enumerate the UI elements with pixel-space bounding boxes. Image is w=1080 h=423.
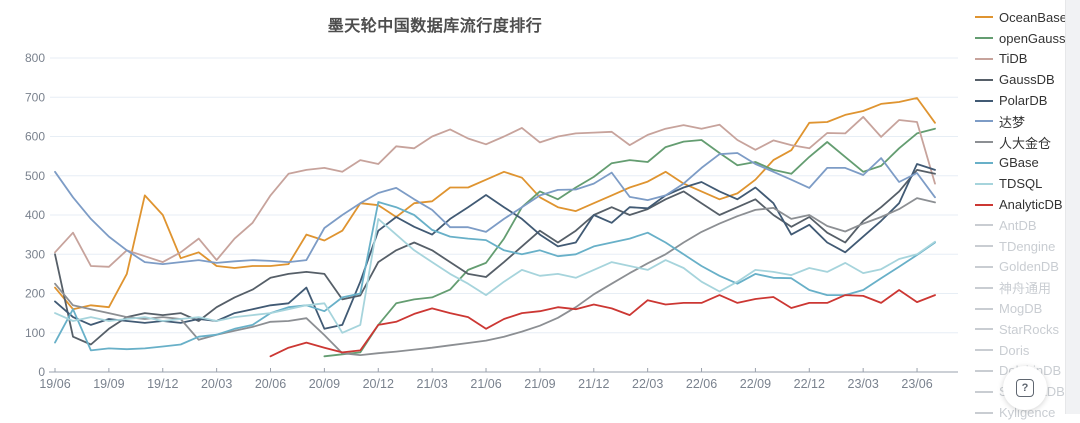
- legend-marker-达梦: [975, 120, 993, 123]
- x-axis-label-20/09: 20/09: [309, 377, 340, 391]
- chart-legend: OceanBase openGauss TiDB GaussDB PolarDB 达梦人大…: [975, 7, 1067, 423]
- legend-item-openGauss[interactable]: openGauss: [975, 28, 1067, 49]
- legend-item-OceanBase[interactable]: OceanBase: [975, 7, 1067, 28]
- legend-label: GBase: [999, 155, 1039, 171]
- x-axis-label-21/09: 21/09: [524, 377, 555, 391]
- legend-label: TDengine: [999, 238, 1056, 254]
- x-axis-label-20/06: 20/06: [255, 377, 286, 391]
- help-button[interactable]: ?: [1003, 366, 1047, 410]
- series-line-openGauss: [323, 127, 936, 358]
- legend-label: MogDB: [999, 301, 1043, 317]
- y-axis-label-800: 800: [25, 51, 45, 65]
- legend-item-GaussDB[interactable]: GaussDB: [975, 69, 1067, 90]
- page-scrollbar[interactable]: [1065, 0, 1080, 414]
- legend-item-StarRocks[interactable]: StarRocks: [975, 319, 1067, 340]
- series-line-TDSQL: [54, 218, 936, 334]
- legend-item-TDengine[interactable]: TDengine: [975, 236, 1067, 257]
- legend-label: openGauss: [999, 30, 1066, 46]
- series-line-TiDB: [54, 116, 936, 268]
- x-axis-label-23/06: 23/06: [901, 377, 932, 391]
- legend-marker-GBase: [975, 161, 993, 164]
- legend-item-MogDB[interactable]: MogDB: [975, 298, 1067, 319]
- legend-marker-OceanBase: [975, 16, 993, 19]
- legend-item-AntDB[interactable]: AntDB: [975, 215, 1067, 236]
- legend-marker-DolphinDB: [975, 369, 993, 372]
- series-line-OceanBase: [54, 97, 936, 311]
- legend-label: TiDB: [999, 51, 1028, 67]
- legend-label: GaussDB: [999, 72, 1055, 88]
- question-mark-icon: ?: [1016, 379, 1034, 397]
- popularity-line-chart: 0 100 200 300 400 500 600 700 800 19/06 19/09 19/12…: [25, 51, 958, 391]
- legend-item-GBase[interactable]: GBase: [975, 153, 1067, 174]
- y-axis-label-600: 600: [25, 130, 45, 144]
- legend-marker-SequoiaDB: [975, 390, 993, 393]
- legend-marker-PolarDB: [975, 99, 993, 102]
- legend-item-TDSQL[interactable]: TDSQL: [975, 173, 1067, 194]
- x-axis-label-22/06: 22/06: [686, 377, 717, 391]
- legend-label: 达梦: [999, 114, 1026, 130]
- legend-item-Doris[interactable]: Doris: [975, 340, 1067, 361]
- x-axis-label-19/06: 19/06: [39, 377, 70, 391]
- legend-marker-Doris: [975, 349, 993, 352]
- legend-marker-AnalyticDB: [975, 203, 993, 206]
- legend-item-PolarDB[interactable]: PolarDB: [975, 90, 1067, 111]
- legend-item-TiDB[interactable]: TiDB: [975, 49, 1067, 70]
- legend-marker-AntDB: [975, 224, 993, 227]
- y-axis-label-400: 400: [25, 208, 45, 222]
- legend-marker-GaussDB: [975, 78, 993, 81]
- legend-item-AnalyticDB[interactable]: AnalyticDB: [975, 194, 1067, 215]
- y-axis-label-0: 0: [38, 365, 45, 379]
- legend-item-神舟通用[interactable]: 神舟通用: [975, 277, 1067, 298]
- x-axis-label-23/03: 23/03: [848, 377, 879, 391]
- legend-marker-TiDB: [975, 57, 993, 60]
- x-axis-label-22/12: 22/12: [794, 377, 825, 391]
- legend-label: OceanBase: [999, 9, 1067, 25]
- legend-label: 人大金仓: [999, 135, 1052, 151]
- series-line-人大金仓: [54, 197, 936, 356]
- legend-item-GoldenDB[interactable]: GoldenDB: [975, 257, 1067, 278]
- legend-marker-TDengine: [975, 245, 993, 248]
- y-axis-label-200: 200: [25, 287, 45, 301]
- legend-marker-神舟通用: [975, 286, 993, 289]
- x-axis-label-22/09: 22/09: [740, 377, 771, 391]
- x-axis-label-20/12: 20/12: [363, 377, 394, 391]
- legend-label: 神舟通用: [999, 281, 1052, 297]
- y-axis-label-500: 500: [25, 169, 45, 183]
- legend-marker-Kyligence: [975, 411, 993, 414]
- x-axis-label-19/09: 19/09: [93, 377, 124, 391]
- legend-marker-StarRocks: [975, 328, 993, 331]
- x-axis-label-20/03: 20/03: [201, 377, 232, 391]
- y-axis-label-700: 700: [25, 90, 45, 104]
- series-line-PolarDB: [54, 163, 936, 330]
- y-axis-label-300: 300: [25, 247, 45, 261]
- x-axis-label-22/03: 22/03: [632, 377, 663, 391]
- legend-marker-人大金仓: [975, 141, 993, 144]
- legend-item-达梦[interactable]: 达梦: [975, 111, 1067, 132]
- series-line-GBase: [54, 201, 936, 352]
- legend-item-人大金仓[interactable]: 人大金仓: [975, 132, 1067, 153]
- legend-label: TDSQL: [999, 176, 1043, 192]
- y-axis-label-100: 100: [25, 326, 45, 340]
- legend-label: AntDB: [999, 217, 1037, 233]
- x-axis-label-21/03: 21/03: [417, 377, 448, 391]
- legend-label: StarRocks: [999, 321, 1059, 337]
- legend-marker-GoldenDB: [975, 265, 993, 268]
- legend-label: PolarDB: [999, 93, 1048, 109]
- page-title: 墨天轮中国数据库流行度排行: [327, 18, 543, 35]
- legend-label: Doris: [999, 342, 1030, 358]
- x-axis-label-19/12: 19/12: [147, 377, 178, 391]
- series-line-AnalyticDB: [269, 289, 936, 358]
- legend-label: GoldenDB: [999, 259, 1059, 275]
- series-line-达梦: [54, 152, 936, 265]
- legend-marker-MogDB: [975, 307, 993, 310]
- x-axis-label-21/06: 21/06: [470, 377, 501, 391]
- legend-label: AnalyticDB: [999, 197, 1063, 213]
- legend-marker-TDSQL: [975, 182, 993, 185]
- x-axis-label-21/12: 21/12: [578, 377, 609, 391]
- legend-marker-openGauss: [975, 37, 993, 40]
